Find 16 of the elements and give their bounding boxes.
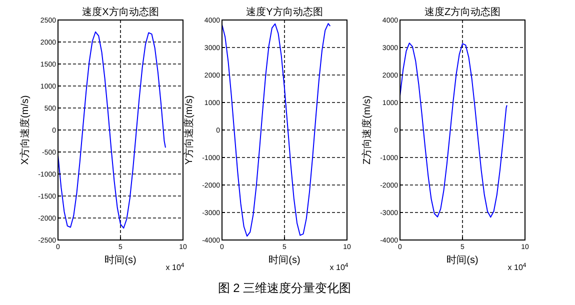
x-axis-title: 时间(s) (446, 254, 478, 266)
chart-title: 速度X方向动态图 (82, 6, 159, 18)
line-series (400, 42, 508, 218)
text: x 10$^{4}$ (330, 262, 349, 272)
text: x 10$^{4}$ (166, 262, 185, 272)
line-series (58, 31, 166, 229)
line-series (222, 23, 331, 237)
chart-title: 速度Y方向动态图 (246, 6, 323, 18)
caption: 图 2 三维速度分量变化图 (218, 281, 352, 295)
chart-title: 速度Z方向动态图 (424, 6, 501, 18)
text: x 10$^{4}$ (508, 262, 527, 272)
y-axis-title: Y方向速度(m/s) (183, 95, 195, 165)
x-axis-title: 时间(s) (268, 254, 300, 266)
y-axis-title: X方向速度(m/s) (19, 95, 31, 165)
y-axis-title: Z方向速度(m/s) (361, 96, 373, 164)
x-axis-title: 时间(s) (104, 254, 136, 266)
